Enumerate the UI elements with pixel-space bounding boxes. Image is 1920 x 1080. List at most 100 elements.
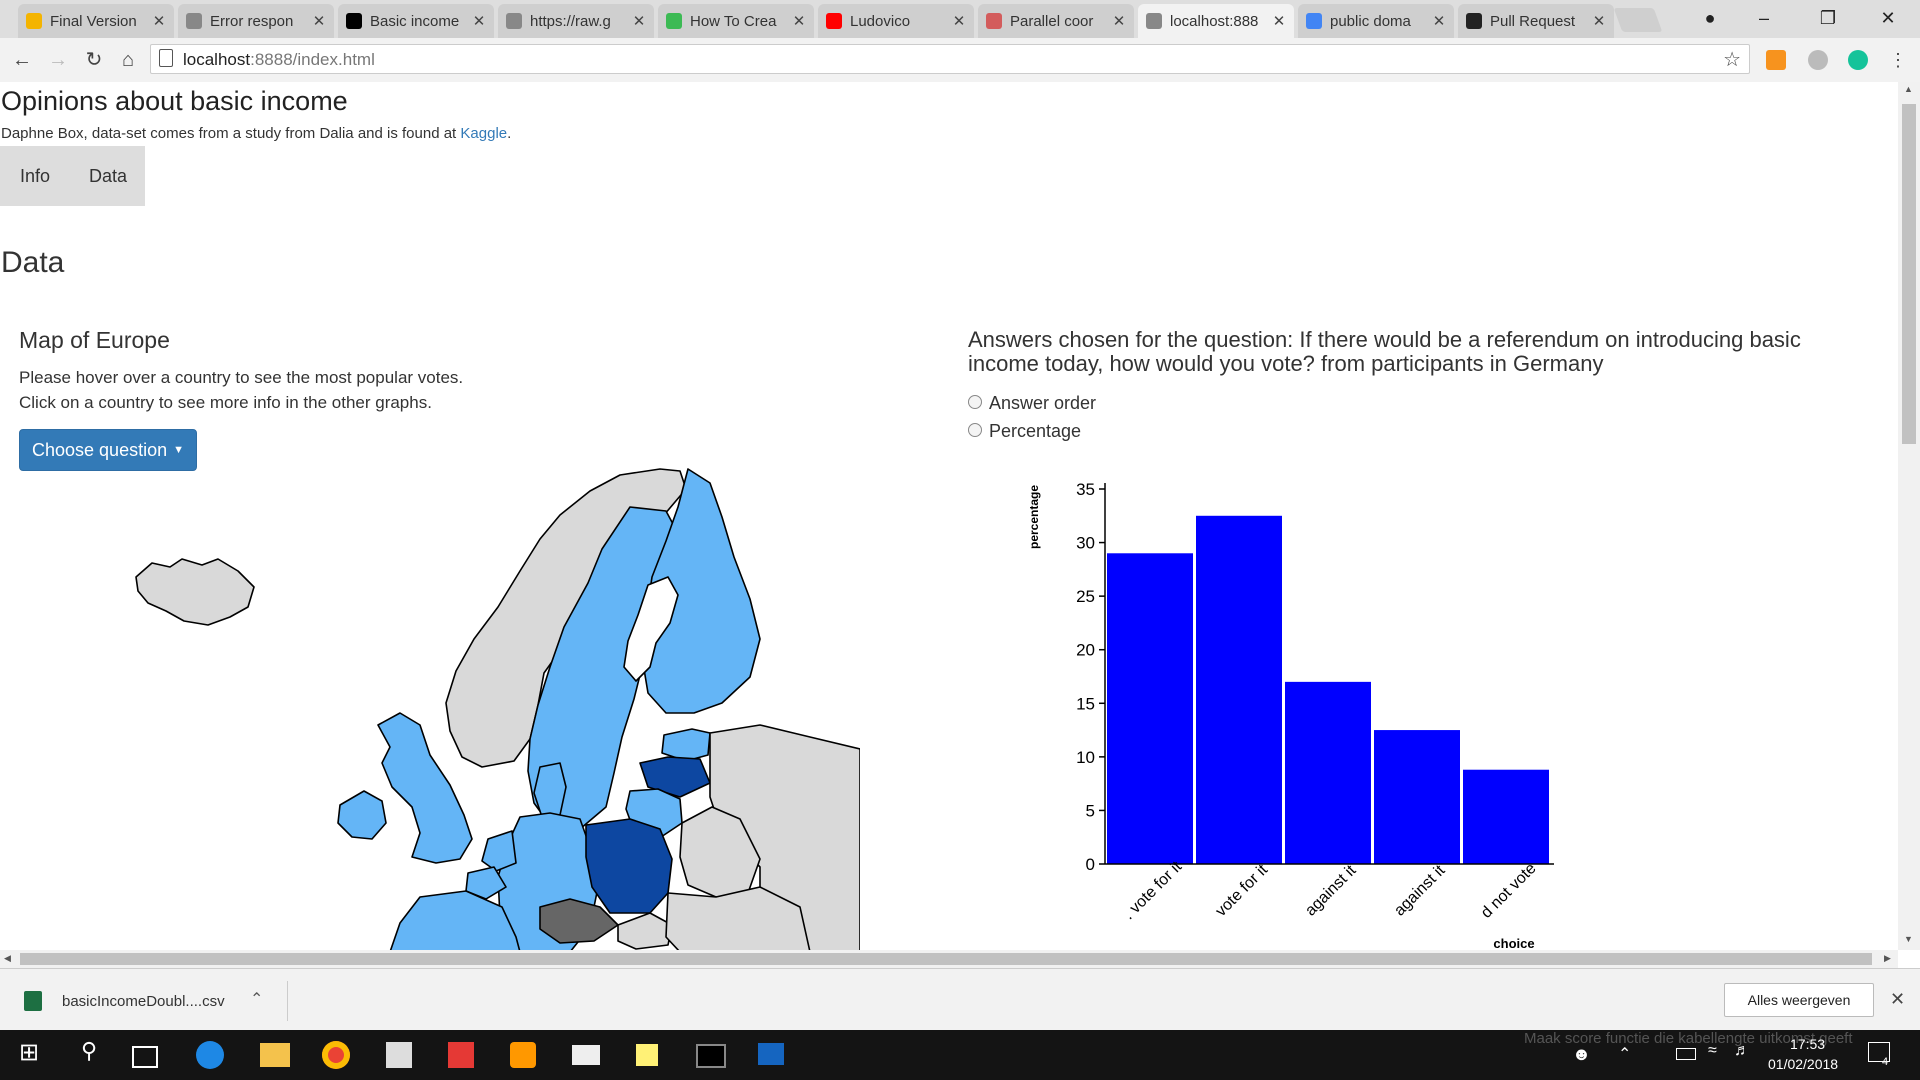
browser-tab[interactable]: https://raw.g ✕	[498, 4, 654, 38]
tab-close-icon[interactable]: ✕	[792, 13, 806, 30]
extension-icon[interactable]	[1766, 50, 1786, 70]
task-view-icon[interactable]	[132, 1046, 158, 1068]
minimize-button[interactable]: –	[1758, 8, 1769, 28]
page-content: Opinions about basic income Daphne Box, …	[0, 82, 1898, 950]
browser-tab[interactable]: How To Crea ✕	[658, 4, 814, 38]
tab-close-icon[interactable]: ✕	[1432, 13, 1446, 30]
url-text[interactable]: localhost:8888/index.html	[183, 50, 375, 69]
country-belgium	[465, 866, 507, 900]
tab-close-icon[interactable]: ✕	[472, 13, 486, 30]
tab-favicon-icon	[986, 13, 1002, 29]
scrollbar-up-arrow[interactable]: ▲	[1904, 84, 1913, 94]
browser-tab[interactable]: localhost:888 ✕	[1138, 4, 1294, 38]
percentage-radio[interactable]	[968, 423, 982, 437]
country-czechia	[539, 898, 619, 944]
nav-data[interactable]: Data	[89, 166, 128, 186]
powershell-icon[interactable]	[758, 1043, 784, 1065]
map-instruction-1: Please hover over a country to see the m…	[19, 368, 464, 387]
bar[interactable]	[1463, 769, 1549, 864]
scrollbar-down-arrow[interactable]: ▼	[1904, 934, 1913, 944]
x-tick-label: . vote for it	[1120, 858, 1185, 923]
browser-tab[interactable]: Ludovico ✕	[818, 4, 974, 38]
chevron-up-icon[interactable]: ⌃	[250, 991, 264, 1008]
tab-title: Pull Request	[1490, 12, 1576, 30]
scrollbar-right-arrow[interactable]: ▶	[1884, 953, 1891, 963]
forward-button[interactable]: →	[48, 49, 68, 71]
tab-close-icon[interactable]: ✕	[1592, 13, 1606, 30]
tab-close-icon[interactable]: ✕	[952, 13, 966, 30]
mail-icon[interactable]	[572, 1045, 600, 1065]
vertical-scroll-thumb[interactable]	[1902, 104, 1916, 444]
home-button[interactable]: ⌂	[121, 49, 135, 71]
browser-tab[interactable]: Parallel coor ✕	[978, 4, 1134, 38]
reload-button[interactable]: ↻	[85, 49, 103, 71]
tab-close-icon[interactable]: ✕	[152, 13, 166, 30]
horizontal-scrollbar[interactable]: ◀ ▶	[0, 950, 1898, 968]
grammarly-icon[interactable]	[1848, 50, 1868, 70]
browser-tab[interactable]: Final Version ✕	[18, 4, 174, 38]
close-window-button[interactable]: ✕	[1880, 8, 1896, 28]
terminal-icon[interactable]	[696, 1044, 726, 1068]
tab-title: Ludovico	[850, 12, 911, 30]
battery-icon[interactable]	[1676, 1048, 1696, 1060]
sticky-notes-icon[interactable]	[636, 1044, 658, 1066]
volume-icon[interactable]: ♬	[1734, 1042, 1750, 1059]
tab-close-icon[interactable]: ✕	[1112, 13, 1126, 30]
gift-app-icon[interactable]	[448, 1042, 474, 1068]
sublime-icon[interactable]	[510, 1042, 536, 1068]
profile-icon[interactable]: ●	[1704, 8, 1716, 28]
browser-tab[interactable]: Pull Request ✕	[1458, 4, 1614, 38]
bar[interactable]	[1374, 730, 1460, 864]
skype-icon[interactable]	[1808, 50, 1828, 70]
excel-file-icon	[24, 991, 42, 1011]
tray-chevron-icon[interactable]: ⌃	[1618, 1046, 1632, 1063]
bar[interactable]	[1285, 681, 1371, 864]
edge-icon[interactable]	[196, 1041, 224, 1069]
bar[interactable]	[1107, 553, 1193, 864]
tab-close-icon[interactable]: ✕	[632, 13, 646, 30]
wifi-icon[interactable]: ≈	[1708, 1042, 1717, 1059]
people-icon[interactable]: ☻	[1572, 1044, 1591, 1064]
tab-favicon-icon	[826, 13, 842, 29]
browser-tab[interactable]: public doma ✕	[1298, 4, 1454, 38]
file-explorer-icon[interactable]	[260, 1043, 290, 1067]
scrollbar-left-arrow[interactable]: ◀	[4, 953, 11, 963]
search-icon[interactable]: ⚲	[80, 1038, 98, 1063]
new-tab-button[interactable]	[1613, 8, 1663, 32]
action-center-icon[interactable]	[1868, 1042, 1890, 1062]
tab-close-icon[interactable]: ✕	[1272, 13, 1286, 30]
bar[interactable]	[1196, 515, 1282, 864]
download-filename[interactable]: basicIncomeDoubl....csv	[62, 993, 225, 1010]
menu-icon[interactable]: ⋮	[1889, 50, 1907, 70]
address-bar[interactable]: localhost:8888/index.html ☆	[150, 44, 1750, 74]
restore-button[interactable]: ❐	[1819, 8, 1837, 28]
tab-title: Final Version	[50, 12, 137, 30]
percentage-label[interactable]: Percentage	[989, 421, 1082, 441]
horizontal-scroll-thumb[interactable]	[20, 953, 1872, 965]
windows-start-icon[interactable]: ⊞	[18, 1039, 40, 1066]
tab-close-icon[interactable]: ✕	[312, 13, 326, 30]
map-instruction-2: Click on a country to see more info in t…	[19, 393, 432, 412]
vertical-scrollbar[interactable]: ▲ ▼	[1898, 82, 1920, 950]
kaggle-link[interactable]: Kaggle	[460, 125, 508, 142]
europe-map[interactable]	[120, 467, 860, 950]
close-download-bar-icon[interactable]: ✕	[1890, 989, 1906, 1009]
back-button[interactable]: ←	[12, 49, 32, 71]
y-axis-label: percentage	[1027, 485, 1041, 549]
show-all-button[interactable]: Alles weergeven	[1724, 983, 1874, 1017]
y-tick-label: 0	[1086, 855, 1095, 874]
nav-info[interactable]: Info	[20, 166, 51, 186]
clock-date[interactable]: 01/02/2018	[1768, 1056, 1839, 1072]
clock-time[interactable]: 17:53	[1790, 1036, 1826, 1052]
bookmark-star-icon[interactable]: ☆	[1723, 49, 1741, 71]
tab-favicon-icon	[1146, 13, 1162, 29]
browser-tab[interactable]: Basic income ✕	[338, 4, 494, 38]
answer-order-radio[interactable]	[968, 395, 982, 409]
notification-count: 4	[1882, 1056, 1889, 1068]
chrome-icon[interactable]	[322, 1041, 350, 1069]
store-icon[interactable]	[386, 1042, 412, 1068]
answer-order-label[interactable]: Answer order	[989, 393, 1097, 413]
browser-tab[interactable]: Error respon ✕	[178, 4, 334, 38]
page-info-icon[interactable]	[159, 49, 173, 67]
choose-question-button[interactable]: Choose question ▼	[19, 429, 197, 471]
